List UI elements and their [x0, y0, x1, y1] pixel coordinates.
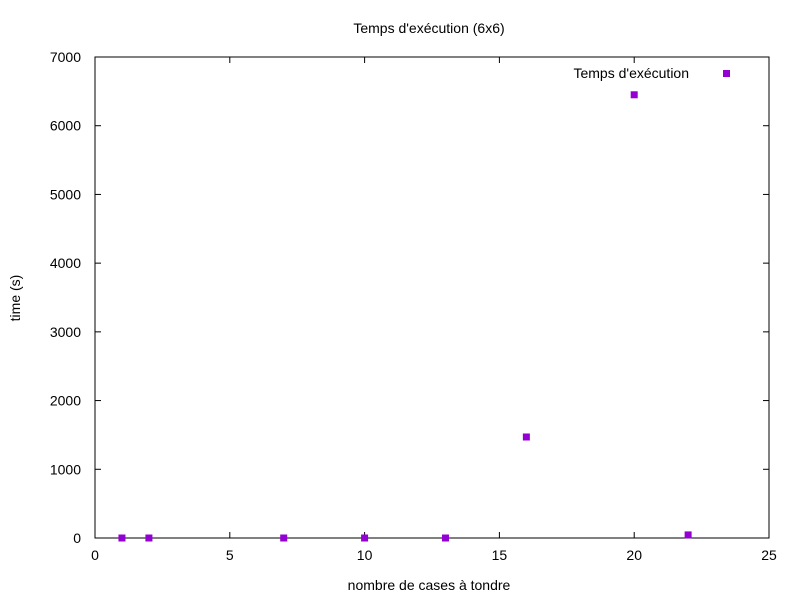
y-tick-label: 7000 [50, 49, 81, 65]
y-tick-label: 3000 [50, 324, 81, 340]
y-tick-label: 0 [73, 530, 81, 546]
x-tick-label: 5 [226, 547, 234, 563]
data-point [630, 91, 638, 99]
plot-frame [94, 56, 770, 539]
data-point [361, 534, 369, 542]
legend-marker [723, 70, 730, 77]
series-points [118, 91, 692, 542]
data-point [522, 433, 530, 441]
y-axis-label: time (s) [7, 275, 23, 322]
data-point [280, 534, 288, 542]
data-point [441, 534, 449, 542]
data-point [684, 531, 692, 539]
chart-title: Temps d'exécution (6x6) [353, 20, 504, 36]
x-axis-label: nombre de cases à tondre [348, 577, 511, 593]
legend: Temps d'exécution [573, 65, 730, 81]
y-tick-label: 5000 [50, 186, 81, 202]
x-tick-label: 10 [357, 547, 373, 563]
y-tick-label: 4000 [50, 255, 81, 271]
x-tick-label: 25 [761, 547, 777, 563]
y-tick-label: 2000 [50, 393, 81, 409]
x-tick-label: 15 [492, 547, 508, 563]
y-axis: 0 1000 2000 3000 4000 5000 6000 7000 [50, 49, 769, 546]
x-tick-label: 20 [626, 547, 642, 563]
data-point [145, 534, 153, 542]
x-tick-label: 0 [91, 547, 99, 563]
y-tick-label: 1000 [50, 461, 81, 477]
x-axis: 0 5 10 15 20 25 [91, 57, 777, 563]
data-point [118, 534, 126, 542]
legend-label: Temps d'exécution [573, 65, 689, 81]
y-tick-label: 6000 [50, 118, 81, 134]
